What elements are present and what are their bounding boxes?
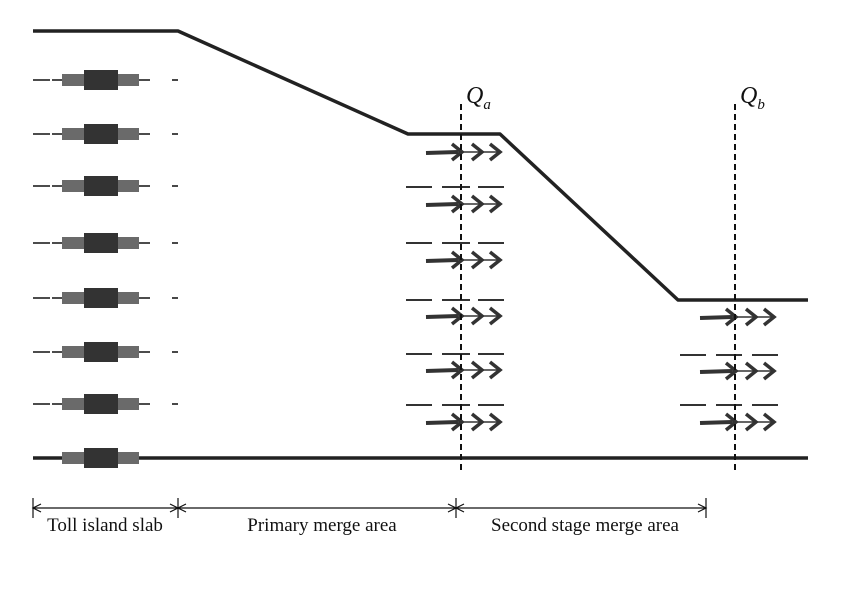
arrow-shaft — [699, 420, 733, 425]
arrow-head — [488, 194, 503, 214]
arrow-shaft — [699, 315, 733, 320]
merge-lane-markings — [406, 142, 778, 432]
merge-arrow-group — [425, 360, 503, 380]
merge-arrow-group — [425, 412, 503, 432]
toll-island-slab-label: Toll island slab — [47, 515, 163, 536]
section-label-qa: Qa — [466, 83, 491, 113]
arrow-head — [488, 142, 503, 162]
primary-merge-area-label: Primary merge area — [247, 515, 397, 536]
arrow-shaft — [425, 258, 459, 263]
dimension-line: Toll island slab Primary merge area Seco… — [31, 498, 708, 536]
booth-body — [84, 233, 118, 253]
arrow-shaft — [425, 150, 459, 155]
toll-booth — [33, 124, 178, 144]
toll-booth — [33, 394, 178, 414]
cross-section-qa: Qa — [460, 83, 491, 471]
toll-booth — [33, 70, 178, 90]
merge-arrow-group — [425, 306, 503, 326]
booth-body — [84, 70, 118, 90]
booth-body — [84, 176, 118, 196]
arrow-head — [488, 412, 503, 432]
merge-arrow-group — [425, 250, 503, 270]
arrow-head — [488, 250, 503, 270]
arrow-shaft — [699, 369, 733, 374]
booth-body — [84, 124, 118, 144]
arrow-shaft — [425, 368, 459, 373]
arrow-head — [762, 412, 777, 432]
road-boundary — [33, 29, 808, 460]
second-stage-merge-area-label: Second stage merge area — [491, 515, 680, 536]
booth-body — [84, 342, 118, 362]
arrow-shaft — [425, 314, 459, 319]
upper-road-edge — [33, 29, 808, 302]
toll-booth — [33, 233, 178, 253]
toll-booth — [33, 342, 178, 362]
toll-booth — [33, 176, 178, 196]
arrow-head — [762, 307, 777, 327]
booth-body — [84, 288, 118, 308]
merge-arrow-group — [699, 412, 777, 432]
merge-arrow-group — [699, 307, 777, 327]
booth-body — [84, 448, 118, 468]
toll-booth — [62, 448, 139, 468]
arrow-head — [488, 306, 503, 326]
booth-body — [84, 394, 118, 414]
toll-booths — [33, 70, 178, 468]
arrow-head — [762, 361, 777, 381]
arrow-head — [488, 360, 503, 380]
toll-booth — [33, 288, 178, 308]
arrow-shaft — [425, 420, 459, 425]
merge-arrow-group — [425, 142, 503, 162]
merge-arrow-group — [699, 361, 777, 381]
arrow-shaft — [425, 202, 459, 207]
section-label-qb: Qb — [740, 83, 765, 113]
cross-section-qb: Qb — [734, 83, 765, 471]
merge-arrow-group — [425, 194, 503, 214]
